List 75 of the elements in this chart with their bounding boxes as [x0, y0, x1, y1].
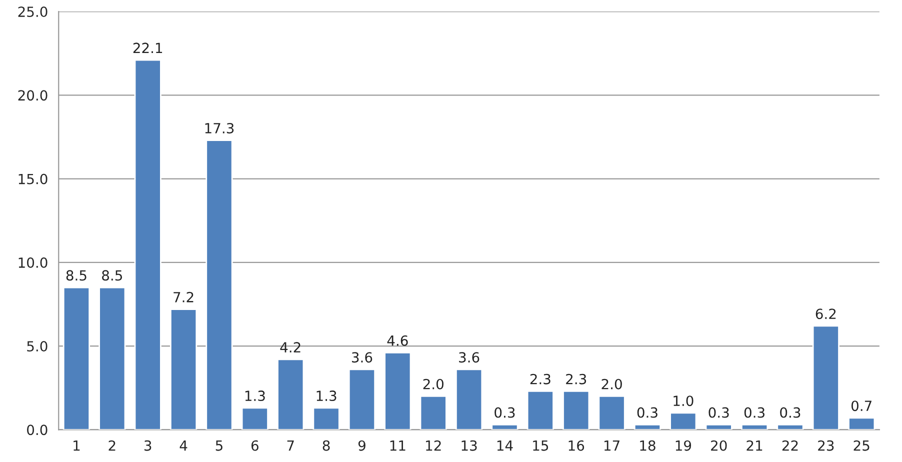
data-label: 0.3 — [494, 407, 515, 418]
data-label: 22.1 — [133, 42, 162, 53]
data-label: 0.3 — [744, 407, 764, 418]
y-tick-label: 25.0 — [18, 6, 48, 18]
x-tick-label: 9 — [358, 440, 366, 451]
data-label: 2.0 — [423, 378, 444, 390]
bar — [776, 424, 804, 430]
y-tick-label: 0.0 — [27, 424, 48, 436]
data-label: 0.7 — [851, 400, 872, 412]
bar — [670, 412, 697, 430]
data-label: 17.3 — [205, 122, 234, 134]
x-tick-label: 1 — [74, 440, 80, 451]
bar — [348, 368, 376, 430]
x-tick-label: 21 — [746, 440, 762, 451]
x-tick-label: 13 — [462, 440, 477, 451]
bar — [741, 424, 768, 430]
x-tick-label: 14 — [497, 440, 513, 451]
x-tick-label: 16 — [568, 440, 584, 451]
bar — [634, 424, 662, 430]
bar — [848, 417, 876, 430]
bar — [526, 390, 554, 430]
data-label: 0.3 — [708, 407, 729, 418]
x-tick-label: 3 — [144, 440, 152, 451]
data-label: 4.6 — [387, 335, 408, 346]
bar — [491, 424, 518, 430]
x-tick-label: 5 — [216, 440, 222, 451]
x-tick-label: 2 — [108, 440, 116, 451]
bar — [455, 368, 483, 430]
bar — [134, 59, 162, 430]
data-label: 1.0 — [674, 396, 694, 406]
data-label: 7.2 — [174, 292, 194, 302]
x-tick-label: 20 — [711, 440, 727, 451]
data-label: 6.2 — [816, 308, 836, 320]
x-tick-label: 23 — [818, 440, 834, 451]
x-tick-label: 8 — [322, 440, 330, 451]
y-tick-label: 5.0 — [27, 341, 48, 352]
data-label: 3.6 — [352, 352, 372, 363]
x-tick-label: 4 — [180, 440, 188, 451]
x-tick-label: 17 — [604, 440, 620, 451]
x-tick-label: 22 — [782, 440, 798, 451]
x-tick-label: 25 — [854, 440, 870, 451]
data-label: 2.0 — [602, 378, 622, 390]
x-tick-label: 11 — [390, 440, 406, 451]
bar — [277, 358, 304, 430]
bar — [562, 390, 590, 430]
bar — [384, 352, 412, 430]
data-label: 0.3 — [637, 407, 658, 418]
y-tick-label: 20.0 — [18, 90, 48, 101]
x-tick-label: 7 — [287, 440, 294, 451]
x-tick-label: 6 — [251, 440, 258, 451]
y-tick-label: 15.0 — [18, 174, 48, 184]
data-label: 0.3 — [780, 407, 800, 418]
x-tick-label: 19 — [676, 440, 692, 451]
x-tick-label: 12 — [426, 440, 441, 451]
data-label: 1.3 — [245, 390, 265, 402]
data-label: 1.3 — [316, 390, 336, 402]
data-label: 4.2 — [280, 342, 300, 352]
bar — [812, 325, 840, 430]
data-label: 8.5 — [66, 270, 86, 281]
bar — [62, 286, 90, 430]
x-tick-label: 18 — [640, 440, 656, 451]
bar — [598, 396, 626, 430]
data-label: 2.3 — [530, 374, 550, 384]
bar — [241, 407, 268, 430]
data-label: 2.3 — [566, 374, 586, 384]
x-tick-label: 15 — [533, 440, 548, 451]
y-tick-label: 10.0 — [18, 257, 48, 268]
data-label: 3.6 — [459, 352, 480, 363]
bar — [312, 407, 340, 430]
bar — [98, 286, 126, 430]
bar — [705, 424, 732, 430]
bar — [420, 396, 447, 430]
data-label: 8.5 — [102, 270, 122, 281]
bar — [170, 308, 198, 430]
bar — [206, 140, 233, 430]
